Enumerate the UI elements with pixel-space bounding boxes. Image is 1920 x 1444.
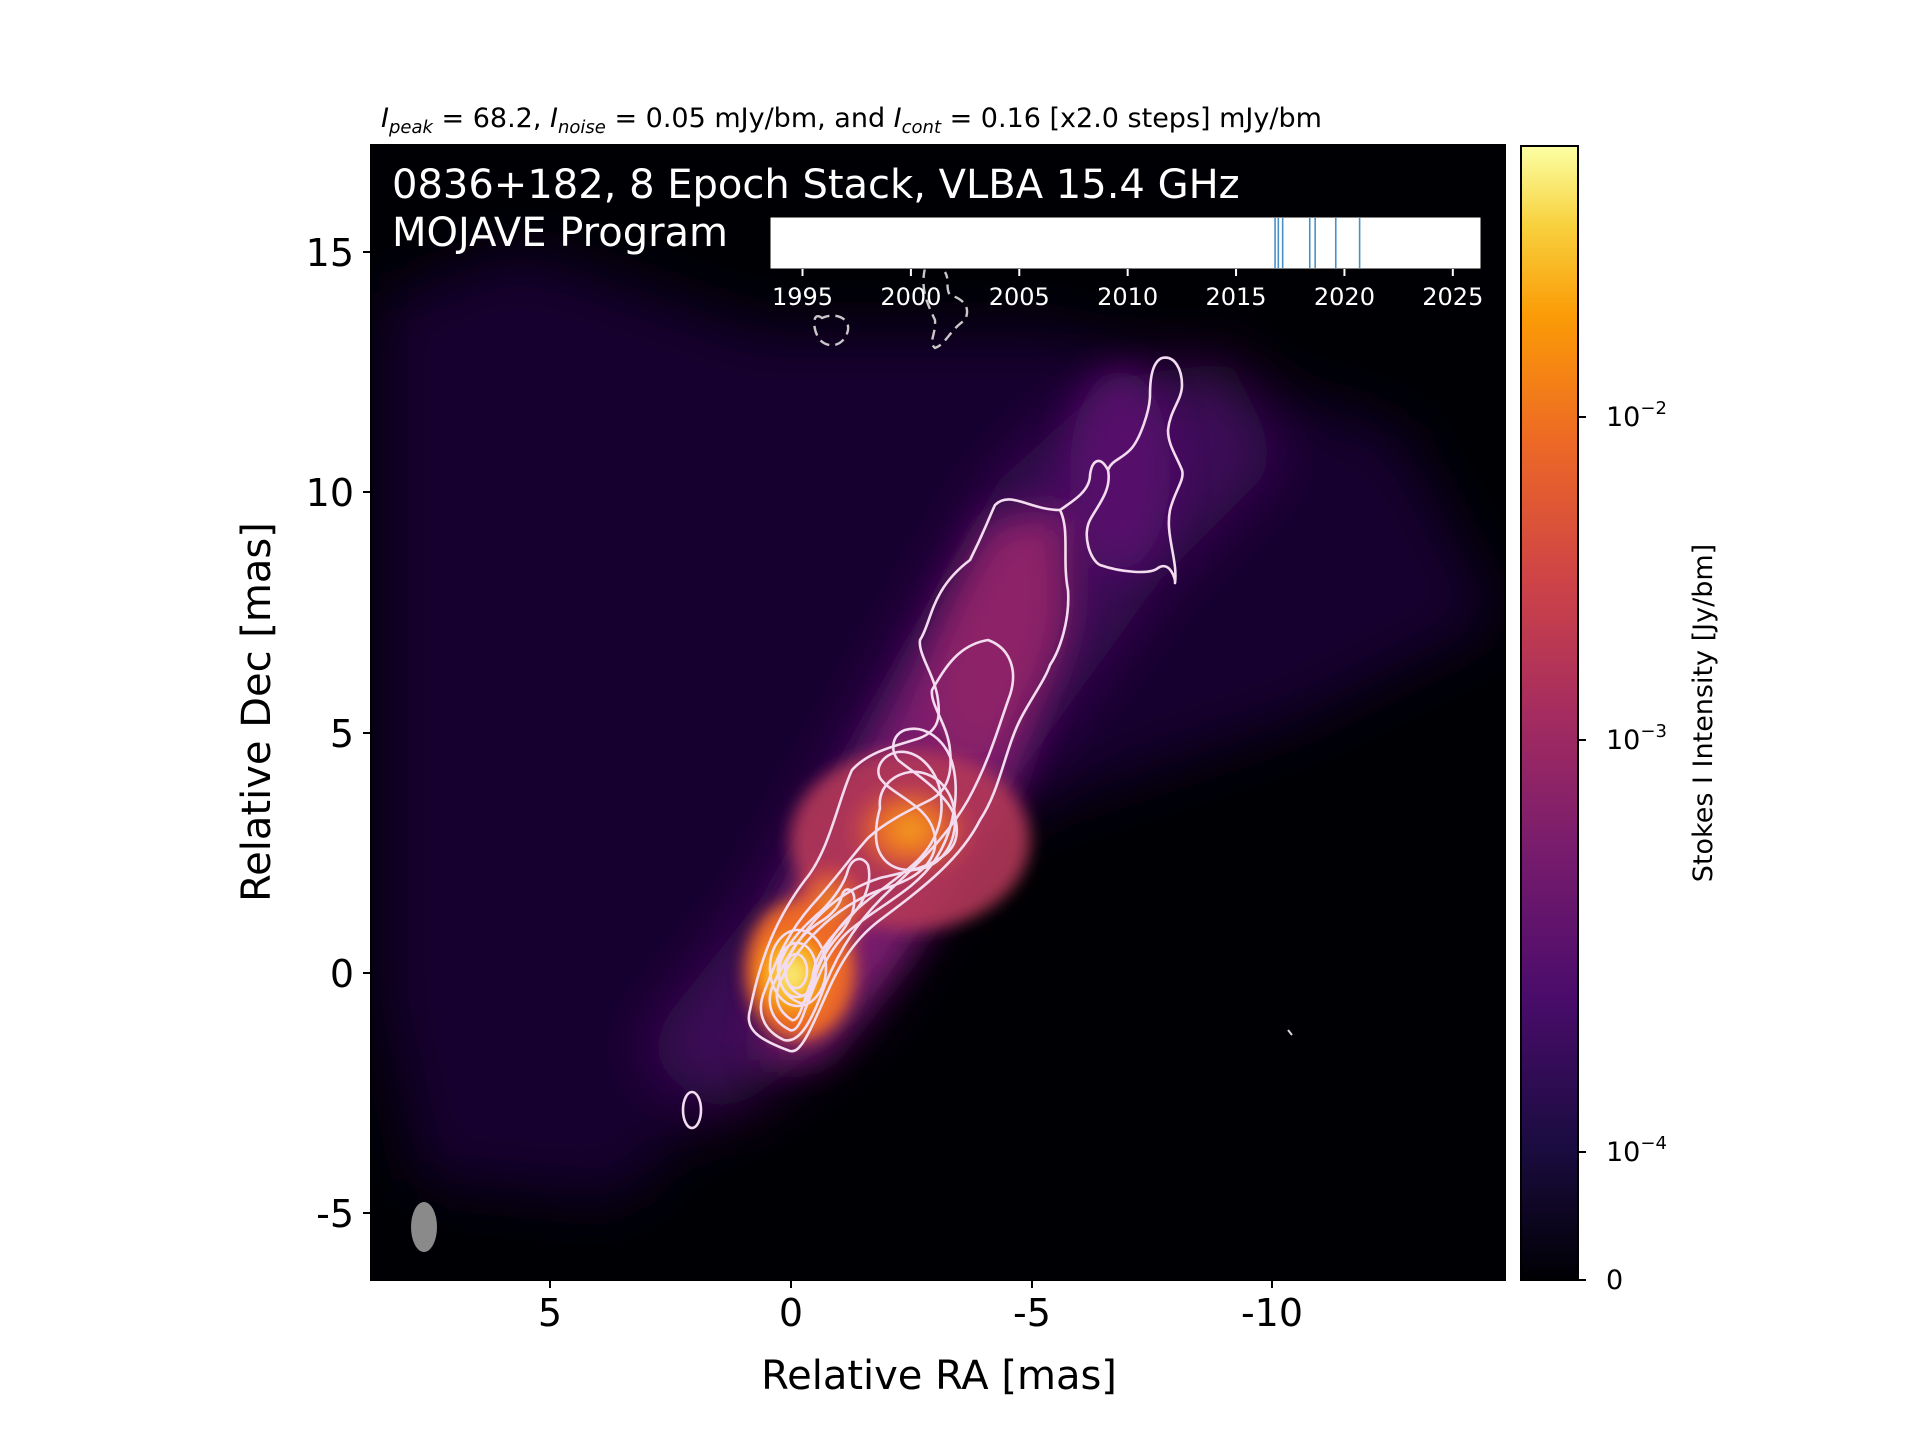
contour-blob: [681, 1090, 703, 1130]
beam-ellipse: [411, 1202, 437, 1252]
y-tick-label: 10: [306, 471, 354, 515]
jet-knots: [745, 750, 1030, 1040]
contour-core-2: [776, 941, 818, 999]
colorbar-tick: 10−3: [1606, 721, 1667, 756]
timeline-tick-label: 2000: [880, 283, 941, 311]
negative-contours: [813, 267, 969, 350]
timeline-tick-label: 1995: [772, 283, 833, 311]
colorbar-tick: 10−2: [1606, 398, 1667, 433]
program-title: MOJAVE Program: [392, 210, 728, 256]
contour-lines: [681, 356, 1184, 1130]
colorbar-label: Stokes I Intensity [Jy/bm]: [1688, 544, 1719, 882]
colorbar-tick: 0: [1606, 1265, 1623, 1296]
y-axis: 15 10 5 0 -5 Relative Dec [mas]: [234, 231, 371, 1236]
timeline-ticks: 1995 2000 2005 2010 2015 2020 2025: [772, 269, 1483, 311]
contour-knot-ring: [874, 770, 957, 872]
contour-inner-1: [777, 857, 871, 1005]
timeline-tick-label: 2025: [1422, 283, 1483, 311]
timeline-tick-label: 2020: [1314, 283, 1375, 311]
x-tick-label: -5: [1013, 1291, 1051, 1335]
contour-outer: [747, 498, 1070, 1053]
x-tick-label: 0: [779, 1291, 803, 1335]
noise-speck: [1287, 1029, 1293, 1036]
contour-2: [759, 638, 1015, 1042]
y-axis-label: Relative Dec [mas]: [234, 522, 280, 902]
image-panel: [370, 144, 1506, 1281]
y-tick-label: -5: [316, 1192, 354, 1236]
y-tick-label: 15: [306, 231, 354, 275]
source-title: 0836+182, 8 Epoch Stack, VLBA 15.4 GHz: [392, 162, 1240, 208]
colorbar-tick: 10−4: [1606, 1133, 1667, 1168]
timeline-tick-label: 2010: [1097, 283, 1158, 311]
header-stats: Ipeak = 68.2, Inoise = 0.05 mJy/bm, and …: [381, 103, 1322, 138]
timeline-tick-label: 2015: [1206, 283, 1267, 311]
x-tick-label: 5: [538, 1291, 562, 1335]
x-axis: 5 0 -5 -10 Relative RA [mas]: [538, 1280, 1303, 1399]
contour-core-1: [768, 928, 828, 1008]
contour-northern-lobe: [1059, 356, 1184, 585]
x-axis-label: Relative RA [mas]: [761, 1353, 1117, 1399]
epoch-lines: [1274, 218, 1361, 268]
timeline-tick-label: 2005: [989, 283, 1050, 311]
contour-core-3: [783, 952, 809, 990]
y-tick-label: 5: [330, 712, 354, 756]
epoch-timeline: 1995 2000 2005 2010 2015 2020 2025: [769, 216, 1483, 311]
timeline-box: [769, 216, 1482, 270]
colorbar-gradient: [1520, 145, 1579, 1281]
colorbar: 10−2 10−3 10−4 0 Stokes I Intensity [Jy/…: [1520, 145, 1719, 1296]
y-tick-label: 0: [330, 952, 354, 996]
x-tick-label: -10: [1241, 1291, 1303, 1335]
